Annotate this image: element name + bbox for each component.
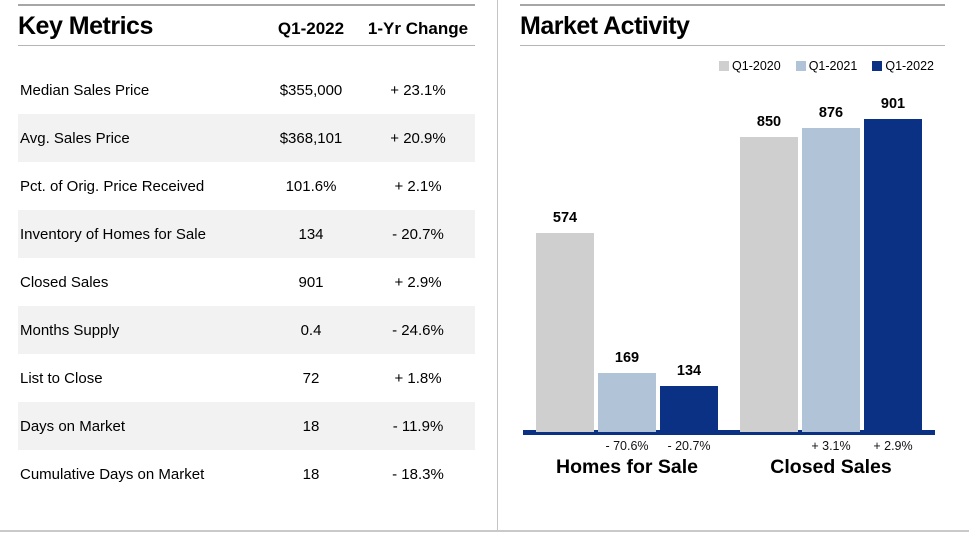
table-row: List to Close 72 + 1.8% (18, 354, 475, 402)
metric-change: + 20.9% (390, 129, 446, 147)
legend-item: Q1-2021 (795, 59, 858, 73)
table-row: Closed Sales 901 + 2.9% (18, 258, 475, 306)
chart-legend: Q1-2020 Q1-2021 Q1-2022 (520, 59, 945, 73)
market-activity-title: Market Activity (520, 12, 690, 40)
top-rule (18, 4, 475, 6)
bar-value-label: 901 (880, 96, 906, 112)
table-row: Inventory of Homes for Sale 134 - 20.7% (18, 210, 475, 258)
table-row: Months Supply 0.4 - 24.6% (18, 306, 475, 354)
metric-label: Inventory of Homes for Sale (20, 225, 206, 243)
legend-swatch-icon (719, 61, 730, 71)
column-header-change: 1-Yr Change (367, 19, 469, 38)
bar-value-label: 169 (614, 350, 640, 366)
legend-item: Q1-2020 (719, 59, 781, 73)
table-row: Avg. Sales Price $368,101 + 20.9% (18, 114, 475, 162)
metric-value: 18 (302, 417, 320, 435)
metric-change: + 23.1% (390, 81, 446, 99)
metric-label: Pct. of Orig. Price Received (20, 177, 205, 195)
legend-label: Q1-2020 (732, 59, 781, 73)
metric-value: $355,000 (279, 81, 343, 99)
metric-value: 134 (298, 225, 324, 243)
metric-change: - 11.9% (392, 417, 444, 435)
bar-value-label: 574 (552, 210, 578, 226)
legend-swatch-icon (872, 61, 883, 71)
metric-change: - 20.7% (392, 225, 444, 243)
header-underline (520, 45, 945, 46)
metric-label: Days on Market (20, 417, 126, 435)
key-metrics-header: Key Metrics Q1-2022 1-Yr Change (18, 6, 475, 45)
key-metrics-table: Median Sales Price $355,000 + 23.1% Avg.… (18, 66, 475, 498)
metric-label: Closed Sales (20, 273, 109, 291)
metric-label: Median Sales Price (20, 81, 150, 99)
column-header-quarter: Q1-2022 (277, 19, 345, 38)
bar-value-label: 850 (756, 114, 782, 130)
metric-label: List to Close (20, 369, 103, 387)
bar-Q1-2021-homes-for-sale (598, 373, 656, 432)
legend-swatch-icon (795, 61, 806, 71)
legend-item: Q1-2022 (872, 59, 934, 73)
metric-label: Months Supply (20, 321, 120, 339)
table-row: Pct. of Orig. Price Received 101.6% + 2.… (18, 162, 475, 210)
category-label: Homes for Sale (556, 456, 698, 478)
header-underline (18, 45, 475, 46)
bar-value-label: 876 (818, 105, 844, 121)
bar-Q1-2022-homes-for-sale (660, 386, 718, 432)
top-rule (520, 4, 945, 6)
legend-label: Q1-2022 (885, 59, 934, 73)
bottom-rule (0, 530, 969, 532)
metric-change: + 1.8% (394, 369, 442, 387)
metric-label: Avg. Sales Price (20, 129, 130, 147)
metric-value: $368,101 (279, 129, 343, 147)
pct-change-label: - 70.6% (605, 439, 649, 453)
bar-Q1-2021-closed-sales (802, 128, 860, 432)
market-activity-panel: Market Activity (520, 0, 945, 46)
metric-label: Cumulative Days on Market (20, 465, 205, 483)
pct-change-label: + 2.9% (873, 439, 913, 453)
pct-change-label: - 20.7% (667, 439, 711, 453)
table-row: Median Sales Price $355,000 + 23.1% (18, 66, 475, 114)
bar-Q1-2020-homes-for-sale (536, 233, 594, 432)
metric-value: 72 (302, 369, 320, 387)
metric-value: 101.6% (285, 177, 337, 195)
metric-value: 0.4 (300, 321, 322, 339)
key-metrics-panel: Key Metrics Q1-2022 1-Yr Change Median S… (18, 0, 475, 498)
category-label: Closed Sales (770, 456, 892, 478)
metric-value: 18 (302, 465, 320, 483)
metric-change: + 2.1% (394, 177, 442, 195)
table-row: Days on Market 18 - 11.9% (18, 402, 475, 450)
panel-divider (497, 0, 498, 532)
bar-Q1-2022-closed-sales (864, 119, 922, 432)
metric-change: - 18.3% (392, 465, 444, 483)
pct-change-label: + 3.1% (811, 439, 851, 453)
metric-change: - 24.6% (392, 321, 444, 339)
key-metrics-title: Key Metrics (18, 12, 153, 40)
bar-Q1-2020-closed-sales (740, 137, 798, 432)
metric-change: + 2.9% (394, 273, 442, 291)
legend-label: Q1-2021 (808, 59, 858, 73)
metric-value: 901 (298, 273, 324, 291)
bar-value-label: 134 (676, 363, 702, 379)
x-axis-line (523, 430, 935, 435)
market-activity-header: Market Activity (520, 6, 945, 45)
table-row: Cumulative Days on Market 18 - 18.3% (18, 450, 475, 498)
